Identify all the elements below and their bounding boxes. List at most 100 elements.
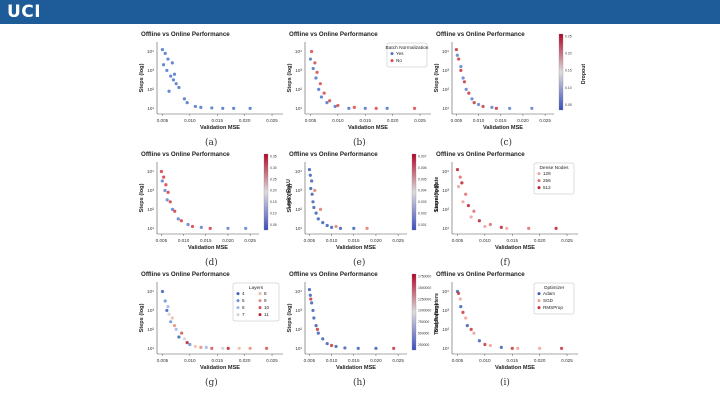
data-point — [461, 76, 465, 80]
data-point — [169, 74, 173, 78]
data-point — [232, 106, 236, 110]
data-point — [374, 346, 378, 350]
data-point — [330, 343, 334, 348]
legend-box — [533, 162, 575, 195]
data-point — [310, 301, 314, 305]
data-point — [161, 63, 166, 67]
data-point — [456, 185, 461, 189]
x-axis-label: Validation MSE — [495, 245, 535, 251]
legend-marker — [236, 292, 240, 296]
data-point — [264, 346, 269, 350]
x-tick-label: 0.020 — [239, 358, 251, 363]
legend-label: 8 — [264, 291, 267, 296]
data-point — [488, 343, 492, 348]
data-point — [559, 346, 564, 350]
data-point — [174, 327, 178, 331]
chart-panel: Offline vs Online Performance 0.005 0.010 0… — [428, 28, 588, 156]
subfigure-caption: (e) — [353, 258, 366, 268]
data-point — [170, 316, 174, 320]
data-point — [412, 106, 417, 110]
scatter-chart: Offline vs Online Performance 0.005 0.010 0… — [434, 271, 578, 371]
data-point — [162, 175, 166, 179]
y-tick-label: 10² — [295, 87, 302, 92]
chart-title: Offline vs Online Performance — [436, 151, 525, 158]
data-point — [166, 57, 170, 61]
legend-label: 128 — [543, 171, 551, 176]
legend-title: Batch Normalization — [386, 45, 429, 51]
data-point — [454, 47, 459, 52]
data-point — [168, 200, 172, 204]
legend-label: 7 — [242, 312, 245, 317]
data-point — [188, 342, 192, 347]
legend-marker — [537, 299, 541, 303]
legend-label: No — [396, 58, 402, 63]
x-tick-label: 0.020 — [370, 358, 382, 363]
colorbar-tick-label: 0.10 — [270, 212, 277, 216]
data-point — [244, 226, 248, 230]
legend-marker — [258, 299, 262, 303]
legend-marker — [258, 306, 262, 310]
data-point — [167, 89, 171, 93]
data-point — [179, 219, 183, 223]
colorbar-label: Dropout — [581, 64, 587, 84]
data-point — [221, 106, 225, 110]
y-tick-label: 10¹ — [147, 346, 154, 351]
data-point — [472, 331, 476, 335]
legend-label: 5 — [242, 298, 245, 303]
x-tick-label: 0.010 — [184, 358, 196, 363]
data-point — [204, 345, 208, 349]
data-point — [185, 101, 189, 105]
x-axis-label: Validation MSE — [336, 365, 376, 371]
colorbar-tick-label: 0.005 — [418, 177, 427, 181]
legend-marker — [537, 179, 541, 183]
x-tick-label: 0.005 — [157, 118, 169, 123]
x-tick-label: 0.015 — [200, 238, 212, 243]
scatter-chart: Offline vs Online Performance 0.005 0.010 0… — [139, 271, 283, 371]
chart-title: Offline vs Online Performance — [289, 151, 378, 158]
data-point — [328, 99, 332, 103]
colorbar-label: Leaky ReLU — [286, 179, 292, 209]
data-point — [193, 104, 197, 109]
colorbar — [263, 153, 269, 231]
data-point — [166, 190, 170, 194]
data-point — [172, 323, 177, 328]
legend-marker — [390, 52, 394, 56]
data-point — [311, 308, 315, 313]
subfigure-caption: (i) — [500, 378, 510, 388]
data-point — [221, 346, 225, 350]
data-point — [318, 207, 323, 211]
data-point — [472, 101, 476, 105]
y-tick-label: 10⁴ — [295, 169, 302, 174]
data-point — [165, 68, 169, 73]
y-tick-label: 10¹ — [295, 346, 302, 351]
x-tick-label: 0.010 — [184, 118, 196, 123]
data-point — [169, 320, 173, 324]
y-tick-label: 10³ — [147, 68, 154, 73]
colorbar-label: Total Parameters — [434, 293, 440, 335]
y-tick-label: 10⁴ — [147, 169, 154, 174]
y-tick-label: 10⁴ — [147, 289, 154, 294]
colorbar-tick-label: 0.002 — [418, 212, 427, 216]
x-tick-label: 0.015 — [360, 118, 372, 123]
colorbar-tick-label: 0.10 — [565, 86, 572, 90]
x-tick-label: 0.025 — [266, 118, 278, 123]
y-tick-label: 10¹ — [295, 226, 302, 231]
x-tick-label: 0.025 — [244, 238, 256, 243]
data-point — [363, 106, 367, 110]
subfigure-caption: (g) — [205, 378, 218, 388]
data-point — [174, 82, 178, 86]
x-tick-label: 0.025 — [561, 358, 573, 363]
data-point — [465, 323, 469, 328]
uci-logo: UCI — [7, 2, 42, 22]
data-point — [538, 346, 542, 350]
data-point — [334, 224, 338, 229]
legend-label: SGD — [543, 298, 554, 303]
subfigure-caption: (f) — [500, 258, 511, 268]
data-point — [171, 78, 176, 82]
colorbar-tick-label: 1750000 — [418, 275, 431, 279]
data-point — [208, 226, 212, 230]
data-point — [315, 327, 320, 331]
x-tick-label: 0.005 — [452, 238, 464, 243]
data-point — [494, 106, 498, 110]
data-point — [455, 167, 460, 172]
